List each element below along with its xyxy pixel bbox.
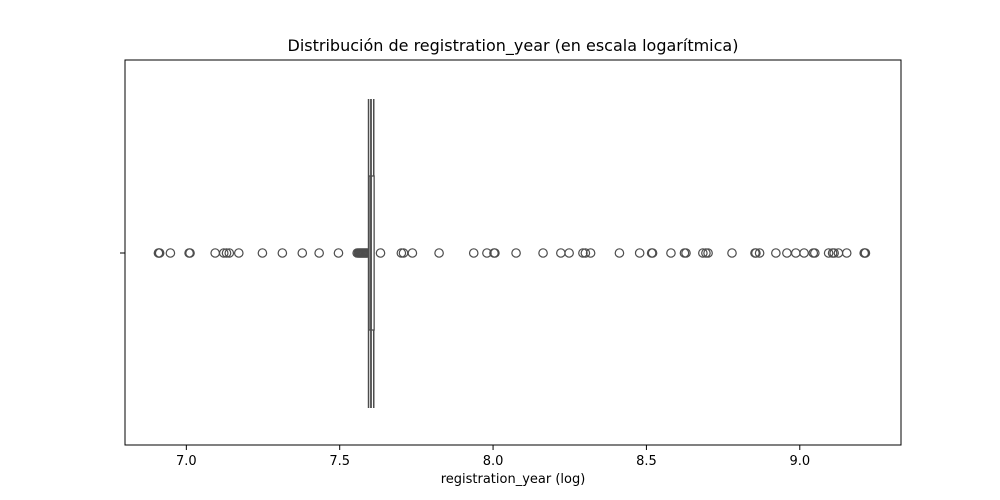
- outliers-layer: [153, 248, 871, 258]
- outlier-point: [782, 248, 792, 258]
- outlier-point: [210, 248, 220, 258]
- outlier-point: [434, 248, 444, 258]
- outlier-point: [468, 248, 479, 258]
- outlier-point: [841, 248, 852, 258]
- outlier-point: [185, 248, 195, 258]
- outlier-point: [698, 248, 708, 258]
- outlier-point: [564, 248, 574, 258]
- outlier-point: [511, 248, 521, 258]
- x-tick-label: 8.5: [636, 454, 657, 469]
- outlier-point: [771, 248, 781, 258]
- outlier-point: [224, 248, 235, 258]
- outlier-point: [681, 248, 691, 258]
- x-axis-label: registration_year (log): [440, 472, 586, 487]
- outlier-point: [823, 248, 834, 258]
- outlier-point: [314, 248, 324, 258]
- outlier-point: [727, 248, 737, 258]
- outlier-point: [647, 248, 658, 258]
- outlier-point: [277, 248, 288, 258]
- outlier-point: [829, 248, 839, 258]
- outlier-point: [578, 248, 588, 258]
- outlier-point: [154, 248, 165, 258]
- outlier-point: [375, 248, 386, 258]
- x-tick-label: 9.0: [789, 454, 810, 469]
- outlier-point: [233, 248, 244, 258]
- outlier-point: [556, 248, 566, 258]
- outlier-point: [666, 248, 676, 258]
- outlier-point: [614, 248, 625, 258]
- chart-title: Distribución de registration_year (en es…: [287, 36, 739, 55]
- outlier-point: [580, 248, 591, 258]
- x-tick-label: 7.0: [176, 454, 197, 469]
- outlier-point: [221, 248, 232, 258]
- outlier-point: [754, 248, 765, 258]
- axes-layer: 7.0 7.5 8.0 8.5 9.0: [120, 59, 902, 469]
- outlier-point: [297, 248, 308, 258]
- outlier-point: [799, 248, 809, 258]
- outlier-point: [634, 248, 645, 258]
- outlier-point: [790, 248, 801, 258]
- plot-frame: [124, 59, 902, 446]
- outlier-point: [257, 248, 268, 258]
- x-tick-label: 7.5: [329, 454, 350, 469]
- outlier-point: [751, 248, 761, 258]
- outlier-point: [407, 248, 418, 258]
- outlier-point: [490, 248, 500, 258]
- x-tick-label: 8.0: [483, 454, 504, 469]
- box-layer: [367, 99, 375, 408]
- outlier-point: [703, 248, 713, 258]
- outlier-point: [860, 248, 871, 258]
- outlier-point: [218, 248, 229, 258]
- outlier-point: [538, 248, 548, 258]
- outlier-point: [810, 248, 820, 258]
- outlier-point: [585, 248, 596, 258]
- outlier-point: [165, 248, 176, 258]
- outlier-point: [333, 248, 344, 258]
